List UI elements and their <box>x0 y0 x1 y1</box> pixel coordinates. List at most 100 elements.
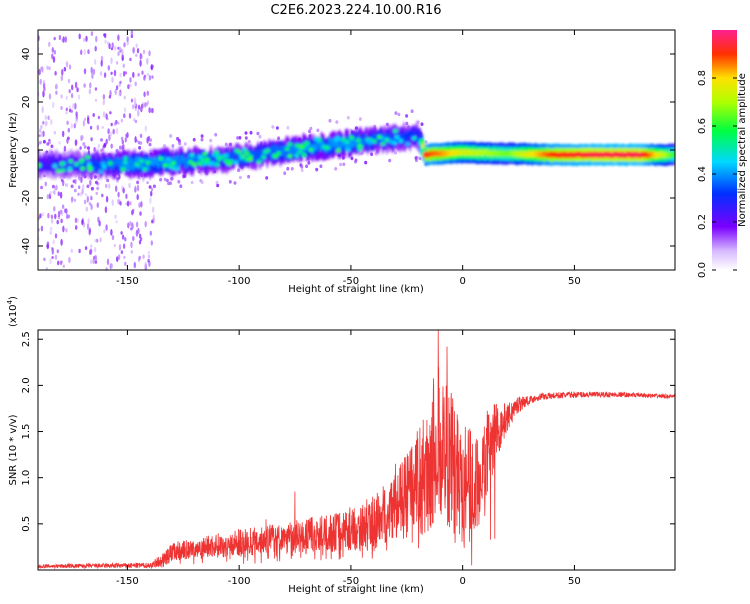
heatmap-speckle <box>86 223 90 230</box>
heatmap-cell <box>254 149 258 156</box>
heatmap-speckle <box>144 125 147 132</box>
heatmap-blob <box>214 162 220 167</box>
heatmap-speckle <box>74 139 78 147</box>
heatmap-speckle <box>54 71 57 76</box>
heatmap-speckle <box>114 88 117 96</box>
snr-panel: -150 -100 -50 0 50 0.5 1.0 1.5 2.0 2.5 Height of… <box>6 296 676 595</box>
heatmap-speckle <box>134 185 137 193</box>
heatmap-speckle <box>171 144 175 148</box>
heatmap-speckle <box>142 254 145 259</box>
heatmap-cell <box>130 158 133 165</box>
heatmap-speckle <box>64 36 68 43</box>
heatmap-speckle <box>87 218 90 224</box>
heatmap-speckle <box>136 184 140 192</box>
heatmap-speckle <box>108 42 111 50</box>
heatmap-speckle <box>129 201 132 206</box>
heatmap-speckle <box>50 144 54 149</box>
heatmap-blob <box>123 156 129 161</box>
heatmap-speckle <box>66 120 69 126</box>
heatmap-speckle <box>88 88 92 95</box>
heatmap-speckle <box>244 136 248 140</box>
heatmap-speckle <box>68 256 71 264</box>
heatmap-speckle <box>74 102 77 110</box>
heatmap-speckle <box>238 136 242 140</box>
heatmap-speckle <box>62 179 65 187</box>
heatmap-speckle <box>50 214 54 219</box>
heatmap-speckle <box>228 180 232 184</box>
colorbar-tick-label: 0.4 <box>697 166 708 182</box>
heatmap-speckle <box>94 180 98 185</box>
heatmap-speckle <box>83 145 87 149</box>
heatmap-speckle <box>70 196 74 203</box>
heatmap-speckle <box>119 145 122 150</box>
heatmap-speckle <box>74 217 78 223</box>
heatmap-speckle <box>80 49 83 56</box>
heatmap-speckle <box>146 90 149 96</box>
heatmap-speckle <box>51 184 55 189</box>
heatmap-speckle <box>216 183 220 188</box>
heatmap-speckle <box>138 255 142 260</box>
heatmap-speckle <box>39 78 42 85</box>
heatmap-ridge <box>38 120 675 181</box>
heatmap-speckle <box>224 142 228 147</box>
heatmap-speckle <box>120 136 124 141</box>
heatmap-speckle <box>89 125 93 130</box>
y-tick-label: 0 <box>21 147 32 153</box>
heatmap-speckle <box>63 66 67 72</box>
heatmap-speckle <box>90 31 94 36</box>
heatmap-speckle <box>420 122 424 126</box>
heatmap-speckle <box>123 42 126 48</box>
colorbar-tick-label: 0.0 <box>697 262 708 278</box>
heatmap-speckle <box>60 94 63 99</box>
heatmap-cell <box>328 137 332 144</box>
heatmap-speckle <box>190 180 194 185</box>
heatmap-speckle <box>48 93 52 100</box>
heatmap-blob <box>166 163 172 169</box>
heatmap-speckle <box>38 134 41 138</box>
heatmap-speckle <box>60 260 63 265</box>
heatmap-speckle <box>286 166 290 171</box>
heatmap-speckle <box>115 127 119 135</box>
heatmap-speckle <box>65 183 68 187</box>
heatmap-speckle <box>75 118 78 125</box>
heatmap-blob <box>262 149 268 155</box>
heatmap-speckle <box>76 217 79 224</box>
heatmap-speckle <box>129 77 132 83</box>
heatmap-speckle <box>335 120 339 124</box>
heatmap-speckle <box>370 152 374 156</box>
heatmap-speckle <box>123 113 126 118</box>
heatmap-speckle <box>136 180 140 185</box>
heatmap-speckle <box>102 94 106 100</box>
heatmap-cell <box>421 142 425 149</box>
heatmap-speckle <box>87 146 90 150</box>
heatmap-speckle <box>95 238 99 243</box>
heatmap-blob <box>256 159 262 164</box>
heatmap-speckle <box>410 109 414 113</box>
heatmap-speckle <box>70 93 74 99</box>
heatmap-speckle <box>82 120 86 127</box>
heatmap-speckle <box>65 111 68 115</box>
heatmap-blob <box>355 138 361 143</box>
snr-y-axis: 0.5 1.0 1.5 2.0 2.5 <box>21 331 675 532</box>
heatmap-speckle <box>92 256 96 260</box>
heatmap-speckle <box>96 186 100 191</box>
heatmap-speckle <box>65 95 68 100</box>
heatmap-speckle <box>346 115 350 120</box>
x-tick-label: -50 <box>343 576 359 587</box>
heatmap-speckle <box>113 69 117 77</box>
heatmap-speckle <box>120 118 124 123</box>
heatmap-speckle <box>152 184 156 189</box>
heatmap-speckle <box>256 131 260 136</box>
heatmap-speckle <box>58 34 62 41</box>
heatmap-speckle <box>179 184 183 188</box>
heatmap-speckle <box>104 33 107 39</box>
heatmap-blob <box>191 162 197 167</box>
heatmap-speckle <box>106 258 110 266</box>
heatmap-speckle <box>54 233 58 239</box>
heatmap-speckle <box>105 183 108 189</box>
heatmap-speckle <box>178 141 182 146</box>
heatmap-speckle <box>97 115 101 120</box>
heatmap-speckle <box>142 49 146 55</box>
heatmap-speckle <box>41 66 44 73</box>
heatmap-speckle <box>57 191 60 197</box>
